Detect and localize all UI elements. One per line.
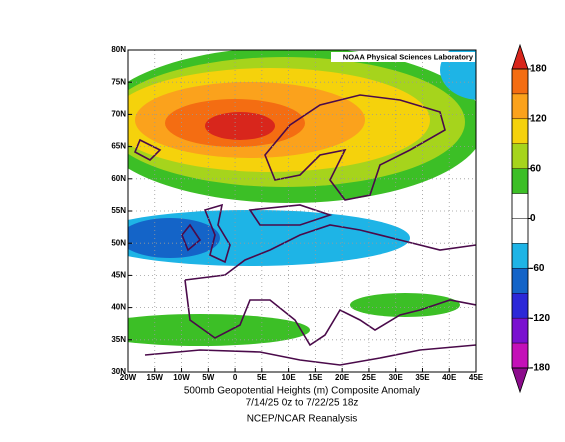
lon-tick-label: 10E [281, 373, 296, 382]
colorbar-segment [511, 118, 529, 144]
lat-tick-label: 50N [111, 238, 126, 247]
colorbar-label: 0 [530, 213, 536, 224]
colorbar-segment [511, 218, 529, 244]
colorbar-triangle [511, 43, 529, 70]
colorbar-segment [511, 268, 529, 294]
lat-tick-label: 30N [111, 367, 126, 376]
lon-tick-label: 5W [202, 373, 214, 382]
subtitle: 7/14/25 0z to 7/22/25 18z [246, 398, 359, 409]
lat-tick-label: 65N [111, 142, 126, 151]
lat-tick-label: 75N [111, 77, 126, 86]
lon-tick-label: 20E [335, 373, 350, 382]
credit: NOAA Physical Sciences Laboratory [343, 52, 474, 61]
colorbar-segment [511, 193, 529, 219]
colorbar-label: -180 [530, 363, 550, 374]
lon-tick-label: 0 [233, 373, 238, 382]
lat-tick-label: 40N [111, 303, 126, 312]
colorbar: 180 120 60 0 -60 -120 -180 [511, 43, 550, 394]
anomaly-fields [128, 50, 476, 372]
colorbar-label: -60 [530, 263, 545, 274]
lon-tick-label: 5E [257, 373, 267, 382]
colorbar-segment [511, 143, 529, 169]
colorbar-triangle [511, 367, 529, 394]
lon-tick-label: 15E [308, 373, 323, 382]
lat-tick-label: 35N [111, 335, 126, 344]
lon-tick-label: 45E [469, 373, 484, 382]
colorbar-segment [511, 68, 529, 95]
lat-tick-label: 80N [111, 45, 126, 54]
credit-box [331, 52, 475, 62]
source: NCEP/NCAR Reanalysis [247, 414, 358, 425]
lon-tick-label: 35E [415, 373, 430, 382]
lon-tick-label: 25E [362, 373, 377, 382]
colorbar-label: 60 [530, 163, 542, 174]
lon-tick-label: 30E [389, 373, 404, 382]
colorbar-segment [511, 168, 529, 194]
title: 500mb Geopotential Heights (m) Composite… [184, 386, 420, 397]
colorbar-label: 180 [530, 64, 547, 75]
lon-tick-label: 20W [120, 373, 137, 382]
map-frame [127, 49, 477, 373]
colorbar-segment [511, 317, 529, 344]
colorbar-segment [511, 342, 529, 369]
colorbar-segment [511, 93, 529, 120]
lat-tick-label: 45N [111, 271, 126, 280]
lon-tick-label: 10W [173, 373, 190, 382]
colorbar-label: -120 [530, 313, 550, 324]
colorbar-segment [511, 293, 529, 319]
lon-tick-label: 40E [442, 373, 457, 382]
colorbar-segment [511, 243, 529, 269]
lon-tick-label: 15W [147, 373, 164, 382]
lat-tick-label: 60N [111, 174, 126, 183]
lat-tick-label: 55N [111, 206, 126, 215]
colorbar-label: 120 [530, 113, 547, 124]
lat-tick-label: 70N [111, 110, 126, 119]
